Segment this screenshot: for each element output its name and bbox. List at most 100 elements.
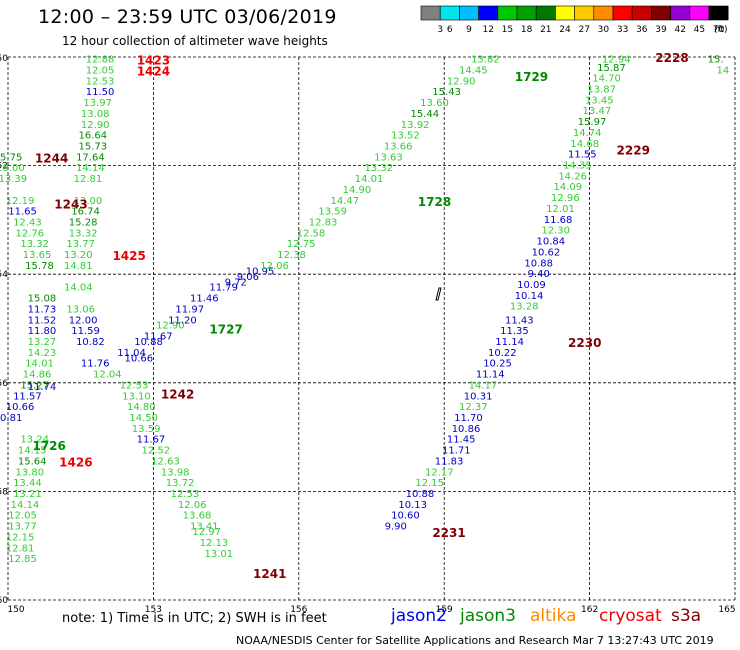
swh-value: 11.71: [442, 446, 471, 457]
swh-value: 12.81: [74, 174, 103, 185]
pass-time-label: 1728: [418, 195, 451, 209]
swh-value: 14.04: [64, 283, 93, 294]
swh-value: 13.68: [183, 511, 212, 522]
x-tick-label: 159: [436, 605, 453, 615]
swh-value: 13.92: [401, 120, 430, 131]
swh-value: 14.47: [331, 196, 360, 207]
swh-value: 11.70: [454, 413, 483, 424]
swh-value: 14.01: [355, 174, 384, 185]
swh-value: 10.22: [488, 348, 517, 359]
swh-value: 10.88: [524, 258, 553, 269]
colorbar-swatch: [516, 5, 537, 21]
colorbar-swatch: [439, 5, 460, 21]
swh-value: 9.06: [237, 272, 259, 283]
chart-title: 12:00 – 23:59 UTC 03/06/2019: [38, 6, 337, 28]
swh-value: 12.53: [120, 380, 149, 391]
colorbar-label: 24: [559, 25, 571, 35]
swh-value: 11.79: [209, 283, 238, 294]
swh-value: 12.53: [171, 489, 200, 500]
swh-value: 11.65: [8, 207, 37, 218]
y-tick-label: -54: [0, 270, 8, 280]
swh-value: 11.59: [71, 326, 100, 337]
legend-s3a: s3a: [671, 606, 702, 626]
colorbar-label: 6: [447, 25, 453, 35]
colorbar-unit: (ft): [714, 25, 728, 35]
colorbar-label: 12: [482, 25, 493, 35]
swh-value: 9.90: [385, 522, 407, 533]
colorbar-swatch: [708, 5, 729, 21]
colorbar-label: 30: [598, 25, 610, 35]
swh-value: 11.14: [495, 337, 524, 348]
swh-value: 12.01: [546, 204, 575, 215]
colorbar-label: 18: [521, 25, 533, 35]
swh-value: 11.52: [28, 315, 57, 326]
swh-value: 10.31: [464, 391, 493, 402]
swh-value: 13.72: [166, 478, 195, 489]
swh-value: 15.78: [25, 261, 54, 272]
swh-value: 10.88: [134, 337, 163, 348]
swh-value: 10.60: [391, 511, 420, 522]
swh-value: 16.64: [78, 131, 107, 142]
swh-value: 13.41: [190, 522, 219, 533]
swh-value: 11.43: [505, 315, 534, 326]
swh-value: 14.14: [76, 163, 105, 174]
pass-time-label: 1727: [209, 323, 242, 337]
pass-time-label: 1726: [32, 439, 65, 453]
swh-value: 12.75: [287, 239, 316, 250]
swh-value: 15.43: [432, 87, 461, 98]
pass-time-label: 1241: [253, 567, 286, 581]
swh-value: 11.68: [544, 215, 573, 226]
swh-value: 12.17: [425, 467, 454, 478]
swh-value: 13.66: [384, 142, 413, 153]
swh-value: 13.10: [122, 391, 151, 402]
swh-value: 12.04: [93, 370, 122, 381]
swh-value: 16.74: [71, 207, 100, 218]
swh-value: 11.80: [28, 326, 57, 337]
pass-time-label: 2229: [617, 143, 650, 157]
swh-value: 13.32: [364, 163, 393, 174]
swh-value: 11.46: [190, 294, 219, 305]
colorbar-label: 21: [540, 25, 551, 35]
x-tick-label: 153: [145, 605, 162, 615]
swh-value: 10.62: [532, 247, 561, 258]
swh-value: 12.90: [81, 120, 110, 131]
swh-value: 14.15: [18, 446, 47, 457]
swh-value: 12.19: [6, 196, 35, 207]
colorbar-swatch: [555, 5, 575, 21]
x-tick-label: 150: [7, 605, 24, 615]
swh-value: 12.15: [6, 532, 35, 543]
y-tick-label: -50: [0, 54, 8, 64]
colorbar-legend: 6 9 12 15 18 21 24 27 30 33 36 39 42 45 70 3 (ft): [420, 5, 729, 35]
swh-value: 13.45: [585, 95, 614, 106]
swh-value: 15.28: [69, 218, 98, 229]
swh-value: 10.25: [483, 359, 512, 370]
swh-value: 13.44: [13, 478, 42, 489]
swh-value: 12.13: [200, 538, 229, 549]
swh-value: 14.26: [558, 171, 587, 182]
swh-value: 12.58: [297, 228, 326, 239]
colorbar-swatch: [478, 5, 499, 21]
swh-value: 12.83: [309, 218, 338, 229]
swh-value: 14.90: [343, 185, 372, 196]
swh-value: 13.47: [583, 106, 612, 117]
swh-value: 12.00: [69, 315, 98, 326]
colorbar-label: 3: [437, 25, 443, 35]
swh-value: 11.55: [568, 150, 597, 161]
swh-value: 12.94: [602, 55, 631, 66]
swh-value: 11.04: [117, 348, 146, 359]
footer-note: note: 1) Time is in UTC; 2) SWH is in fe…: [62, 611, 327, 626]
y-tick-label: -52: [0, 162, 8, 172]
swh-value: 14.86: [23, 370, 52, 381]
swh-value: 14.70: [592, 74, 621, 85]
swh-value: 12.96: [551, 193, 580, 204]
swh-value: 10.81: [0, 413, 22, 424]
swh-value: 10.09: [517, 280, 546, 291]
legend-jason3: jason3: [460, 606, 516, 626]
swh-value: 13.32: [69, 228, 98, 239]
pass-time-label: 1243: [54, 198, 87, 212]
swh-value: 13.97: [83, 98, 112, 109]
island-outline: [435, 287, 442, 301]
swh-value: 11.76: [81, 359, 110, 370]
swh-value: 11.35: [500, 326, 529, 337]
